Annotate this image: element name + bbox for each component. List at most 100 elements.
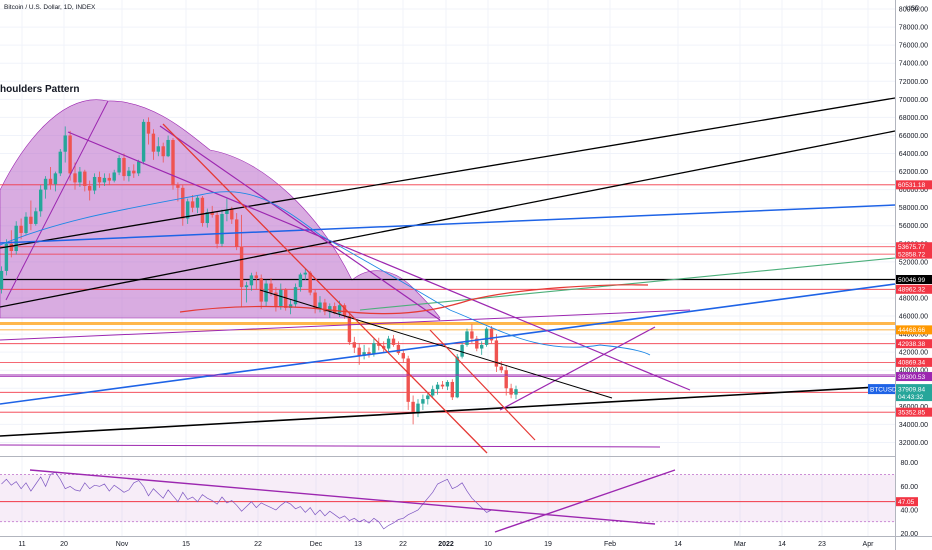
- green-trend-line: [359, 257, 895, 311]
- candle-body: [494, 340, 499, 367]
- candle-body: [68, 135, 72, 174]
- candle-body: [107, 177, 111, 181]
- rsi-tick-label: 80.00: [900, 460, 918, 467]
- price-axis[interactable]: 32000.0034000.0036000.0038000.0040000.00…: [868, 0, 932, 550]
- price-tick-label: 62000.00: [899, 169, 928, 176]
- candle-body: [347, 316, 352, 343]
- level-price-tag: [896, 249, 932, 259]
- price-tick-label: 46000.00: [899, 314, 928, 321]
- price-tick-label: 68000.00: [899, 115, 928, 122]
- symbol-title: Bitcoin / U.S. Dollar, 1D, INDEX: [4, 4, 96, 11]
- candle-body: [269, 283, 273, 293]
- symbol-tag: [868, 384, 895, 395]
- price-tick-label: 56000.00: [899, 223, 928, 230]
- candle-body: [401, 353, 405, 359]
- candle-body: [156, 146, 160, 152]
- time-tick-label: Dec: [310, 541, 323, 548]
- candle-body: [166, 139, 170, 157]
- rsi-band: [0, 474, 895, 522]
- symbol-tag-text: BTCUSD: [870, 386, 897, 393]
- candle-body: [53, 173, 58, 185]
- candle-body: [489, 328, 494, 341]
- price-tick-label: 64000.00: [899, 151, 928, 158]
- red-fall-short: [429, 329, 536, 441]
- red-fall-line: [162, 123, 488, 454]
- candle-body: [426, 395, 430, 400]
- candle-body: [514, 389, 518, 395]
- candle-body: [455, 356, 459, 398]
- candle-body: [499, 366, 503, 371]
- rsi-level-text: 47.05: [898, 499, 915, 506]
- candle-body: [323, 302, 327, 312]
- candle-body: [29, 216, 33, 224]
- candle-body: [475, 338, 479, 349]
- level-price-tag: [896, 339, 932, 349]
- level-price-text: 53675.77: [898, 244, 925, 251]
- candle-body: [102, 177, 107, 183]
- candle-body: [411, 401, 415, 414]
- candle-body: [431, 389, 435, 396]
- candle-body: [308, 272, 312, 293]
- price-tick-label: 32000.00: [899, 440, 928, 447]
- level-price-tag: [896, 407, 932, 417]
- countdown-text: 04:43:32: [898, 394, 924, 401]
- candle-body: [337, 305, 342, 314]
- purple-rise: [499, 326, 656, 411]
- time-tick-label: 22: [254, 541, 262, 548]
- candle-body: [225, 209, 229, 215]
- candle-body: [200, 197, 205, 224]
- rsi-tick-label: 40.00: [900, 508, 918, 515]
- currency-label: USD: [906, 5, 920, 12]
- last-price-text: 37909.84: [898, 386, 925, 393]
- candle-body: [362, 352, 366, 356]
- time-tick-label: Apr: [863, 541, 875, 548]
- last-price-tag: [896, 384, 932, 402]
- candle-body: [342, 305, 347, 317]
- level-price-text: 60531.18: [898, 182, 925, 189]
- candle-body: [377, 343, 381, 346]
- candle-body: [367, 352, 371, 354]
- price-tick-label: 76000.00: [899, 43, 928, 50]
- price-tick-label: 44000.00: [899, 332, 928, 339]
- level-price-text: 44468.66: [898, 327, 925, 334]
- candle-body: [78, 171, 82, 183]
- candle-body: [92, 176, 97, 191]
- time-tick-label: 19: [544, 541, 552, 548]
- price-tick-label: 58000.00: [899, 205, 928, 212]
- time-tick-label: 13: [354, 541, 362, 548]
- candle-body: [406, 358, 410, 402]
- rsi-line: [1, 471, 492, 530]
- moving-average-red: [179, 284, 649, 315]
- candle-body: [141, 121, 146, 162]
- candle-body: [465, 331, 469, 345]
- candle-body: [58, 151, 62, 174]
- time-tick-label: 15: [182, 541, 190, 548]
- candle-body: [284, 289, 288, 308]
- time-tick-label: 23: [818, 541, 826, 548]
- candle-body: [264, 283, 268, 302]
- candle-body: [88, 186, 92, 191]
- time-tick-label: 22: [399, 541, 407, 548]
- time-tick-label: Nov: [116, 541, 129, 548]
- candle-body: [195, 197, 200, 208]
- candle-body: [43, 178, 48, 190]
- purple-left: [5, 100, 109, 301]
- candle-body: [122, 158, 126, 177]
- blue-upper-line: [0, 204, 895, 244]
- time-axis[interactable]: 11 20 Nov 15 22 Dec 13 22 2022 10 19 Feb 14 Mar 14 23 Ap…: [0, 536, 932, 549]
- candle-body: [181, 187, 185, 219]
- time-tick-label: 14: [778, 541, 786, 548]
- candle-body: [328, 306, 332, 312]
- purple-base-line: [0, 444, 661, 448]
- candle-body: [249, 275, 254, 286]
- candle-body: [445, 381, 450, 387]
- candle-body: [460, 344, 464, 357]
- candle-body: [318, 302, 322, 309]
- candle-body: [279, 289, 283, 307]
- candle-body: [190, 201, 195, 208]
- candle-body: [220, 214, 224, 244]
- candle-body: [421, 399, 425, 404]
- candle-body: [161, 146, 165, 157]
- channel-mid-line: [0, 130, 895, 308]
